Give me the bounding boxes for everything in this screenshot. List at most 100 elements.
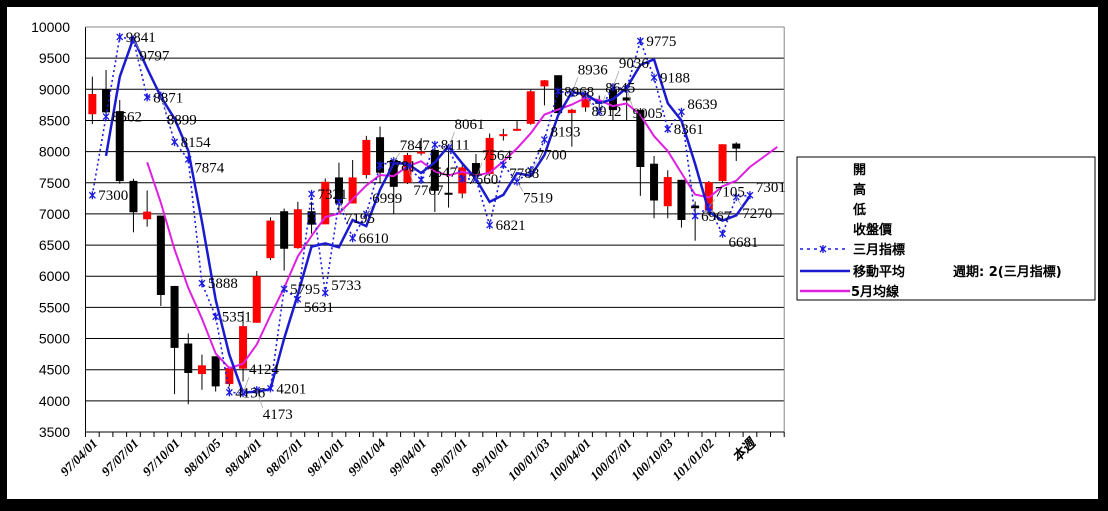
moving-average-line [104,34,751,395]
y-tick-label: 7500 [39,175,70,191]
indicator-data-label: 4201 [276,381,306,397]
y-tick-label: 10000 [31,19,70,35]
candle-up [718,144,727,182]
indicator-star-marker [88,191,96,200]
legend-star-icon [819,245,827,253]
candle-down [170,285,179,348]
candle-up [540,80,549,87]
legend-indicator: 三月指標 [853,242,905,258]
indicator-star-marker [595,107,603,116]
candle-down [444,192,453,195]
indicator-star-marker [650,73,658,82]
candle-up [581,94,590,108]
indicator-star-marker [321,288,329,297]
y-tick-label: 4000 [39,393,70,409]
legend-low: 低 [852,202,866,218]
indicator-star-marker [280,285,288,294]
indicator-star-marker [554,87,562,96]
label-leader-line [475,162,483,179]
indicator-star-marker [445,143,453,152]
legend-box [796,156,1096,301]
indicator-star-marker [116,32,124,41]
candle-down [677,179,686,220]
candle-down [732,143,741,149]
indicator-data-label: 6821 [496,218,526,234]
y-tick-label: 5500 [39,299,70,315]
indicator-data-label: 7195 [345,211,375,227]
candle-down [376,137,385,173]
label-leader-line [448,131,455,148]
y-tick-label: 3500 [39,424,70,440]
indicator-data-label: 6999 [372,191,402,207]
indicator-data-label: 6681 [729,235,759,251]
indicator-data-label: 8111 [441,138,470,154]
candle-up [485,137,494,175]
ma5-line [146,96,778,370]
candle-down [280,211,289,249]
indicator-data-label: 6610 [359,231,389,247]
candle-down [471,163,480,175]
y-tick-label: 7000 [39,206,70,222]
indicator-data-label: 8899 [167,113,197,129]
candle-up [513,128,522,131]
label-leader-line [571,77,579,94]
indicator-data-label: 6967 [701,209,732,225]
candle-up [225,368,234,385]
y-tick-label: 6000 [39,268,70,284]
indicator-data-label: 7105 [715,184,745,200]
indicator-data-label: 7874 [194,161,225,177]
candle-up [663,177,672,207]
indicator-data-label: 9841 [126,30,156,46]
indicator-star-marker [198,279,206,288]
indicator-data-label: 7781 [386,158,416,174]
indicator-star-marker [225,388,233,397]
label-leader-line [338,201,346,212]
indicator-star-marker [527,166,535,175]
candle-down [156,215,165,295]
y-tick-label: 6500 [39,237,70,253]
indicator-star-marker [376,161,384,170]
label-leader-line [516,181,524,192]
legend-close: 收盤價 [853,222,893,238]
indicator-data-label: 5631 [304,300,334,316]
candle-up [293,209,302,249]
candle-up [88,93,97,115]
indicator-star-marker [212,312,220,321]
indicator-data-label: 9775 [646,34,676,50]
indicator-star-marker [294,295,302,304]
indicator-data-label: 5733 [331,278,361,294]
indicator-data-label: 7564 [482,148,513,164]
indicator-data-label: 9797 [139,49,170,65]
indicator-data-label: 7301 [756,180,786,196]
label-leader-lines [133,39,743,409]
label-leader-line [366,205,373,215]
y-tick-label: 9000 [39,81,70,97]
candle-up [348,177,357,204]
indicator-star-marker [266,384,274,393]
y-tick-label: 9500 [39,50,70,66]
candle-down [650,163,659,201]
indicator-data-label: 8912 [592,104,622,120]
indicator-data-label: 7519 [523,191,553,207]
indicator-data-label: 9188 [660,71,690,87]
indicator-star-marker [568,89,576,98]
candle-down [334,177,343,204]
candle-up [362,139,371,176]
indicator-star-marker [513,177,521,186]
indicator-star-marker [705,203,713,212]
candle-up [704,182,713,211]
candle-up [197,365,206,375]
label-leader-line [626,88,633,108]
y-tick-label: 8500 [39,112,70,128]
legend-ma-period: 週期: 2(三月指標) [953,264,1062,280]
indicator-data-label: 8871 [153,90,183,106]
indicator-data-label: 8639 [687,97,717,113]
indicator-data-label: 7847 [400,138,431,154]
indicator-data-label: 8562 [112,110,142,126]
candle-down [115,111,124,182]
candle-down [184,343,193,373]
indicator-star-marker [308,189,316,198]
indicator-star-marker [691,211,699,220]
indicator-data-label: 7788 [509,166,539,182]
